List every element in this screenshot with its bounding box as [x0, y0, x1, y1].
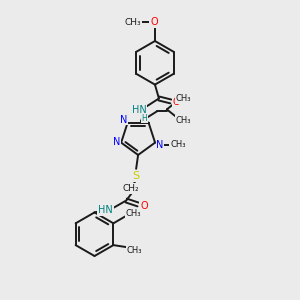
Text: N: N: [120, 115, 127, 125]
Text: CH₃: CH₃: [176, 94, 191, 103]
Text: CH₃: CH₃: [127, 246, 142, 255]
Text: CH₃: CH₃: [125, 18, 142, 27]
Text: H: H: [141, 114, 147, 123]
Text: CH₃: CH₃: [170, 140, 186, 149]
Text: O: O: [150, 17, 158, 27]
Text: N: N: [156, 140, 164, 150]
Text: S: S: [133, 171, 140, 181]
Text: HN: HN: [132, 105, 146, 116]
Text: N: N: [112, 136, 120, 147]
Text: CH₃: CH₃: [176, 116, 191, 125]
Text: CH₂: CH₂: [123, 184, 140, 193]
Text: O: O: [140, 202, 148, 212]
Text: O: O: [173, 98, 181, 107]
Text: HN: HN: [98, 206, 113, 215]
Text: CH₃: CH₃: [125, 209, 141, 218]
